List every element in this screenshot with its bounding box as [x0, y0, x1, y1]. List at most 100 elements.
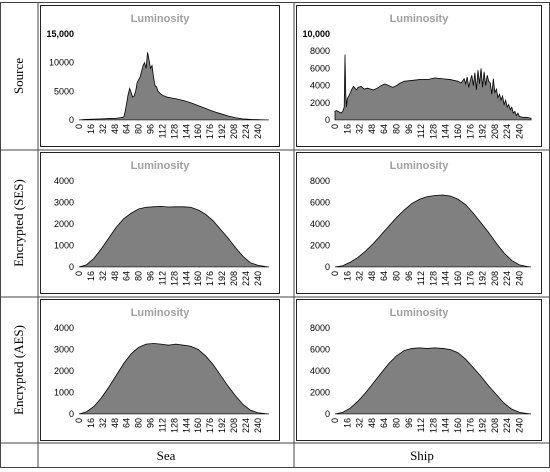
x-tick-label: 48: [367, 418, 377, 428]
x-tick-label: 160: [193, 418, 203, 433]
histogram-source-sea: Luminosity 0 5000 10000 15,000 0 16 32 48 64 80 96 1…: [40, 5, 280, 147]
x-tick-label: 224: [502, 418, 512, 433]
x-tick-label: 48: [110, 124, 120, 134]
y-tick-label: 6000: [310, 63, 330, 73]
y-tick-label: 0: [325, 262, 330, 272]
y-tick-label: 10,000: [302, 29, 330, 39]
x-tick-label: 128: [428, 271, 438, 286]
x-tick-label: 240: [253, 124, 263, 139]
x-tick-label: 16: [342, 271, 352, 281]
x-tick-label: 224: [241, 271, 251, 286]
y-tick-label: 8000: [310, 46, 330, 56]
x-tick-label: 128: [169, 271, 179, 286]
x-tick-label: 48: [110, 271, 120, 281]
x-tick-label: 128: [428, 418, 438, 433]
y-tick-label: 2000: [54, 219, 74, 229]
x-tick-label: 176: [205, 418, 215, 433]
x-tick-label: 208: [229, 124, 239, 139]
x-tick-label: 176: [465, 418, 475, 433]
x-tick-label: 64: [379, 124, 389, 134]
histogram-area: [78, 205, 270, 268]
x-tick-label: 192: [217, 124, 227, 139]
y-tick-label: 3000: [54, 198, 74, 208]
col-label-sea: Sea: [156, 448, 176, 463]
x-tick-label: 160: [193, 271, 203, 286]
y-tick-label: 4000: [310, 219, 330, 229]
x-tick-label: 0: [330, 418, 340, 423]
x-tick-label: 192: [478, 418, 488, 433]
x-tick-label: 0: [74, 271, 84, 276]
histogram-area: [334, 194, 532, 268]
x-tick-label: 112: [416, 418, 426, 432]
x-tick-label: 96: [404, 418, 414, 428]
x-tick-label: 80: [134, 124, 144, 134]
x-tick-label: 64: [122, 418, 132, 428]
x-tick-label: 80: [391, 418, 401, 428]
x-tick-label: 176: [205, 271, 215, 286]
chart-title: Luminosity: [131, 13, 191, 25]
x-tick-label: 96: [146, 271, 156, 281]
x-tick-label: 112: [416, 124, 426, 138]
x-tick-label: 224: [502, 271, 512, 286]
x-tick-label: 240: [253, 418, 263, 433]
x-tick-label: 80: [134, 271, 144, 281]
x-tick-label: 32: [98, 418, 108, 428]
col-label-ship: Ship: [410, 448, 434, 463]
x-tick-label: 32: [355, 124, 365, 134]
y-tick-label: 8000: [310, 323, 330, 333]
x-tick-label: 208: [229, 271, 239, 286]
y-tick-label: 4000: [310, 366, 330, 376]
x-tick-label: 208: [490, 124, 500, 139]
x-tick-label: 192: [217, 418, 227, 433]
x-tick-label: 32: [355, 418, 365, 428]
x-tick-label: 128: [169, 418, 179, 433]
histogram-area: [334, 347, 532, 415]
x-tick-label: 0: [330, 124, 340, 129]
x-tick-label: 96: [404, 271, 414, 281]
x-tick-label: 16: [86, 124, 96, 134]
x-tick-label: 176: [465, 271, 475, 286]
y-tick-label: 2000: [54, 366, 74, 376]
chart-title: Luminosity: [390, 307, 450, 319]
y-tick-label: 8000: [310, 176, 330, 186]
row-label-encrypted-aes: Encrypted (AES): [11, 325, 26, 415]
x-tick-label: 128: [428, 124, 438, 139]
x-tick-label: 0: [330, 271, 340, 276]
y-tick-label: 2000: [310, 241, 330, 251]
x-tick-label: 96: [404, 124, 414, 134]
y-tick-label: 0: [325, 409, 330, 419]
y-tick-label: 0: [69, 262, 74, 272]
x-tick-label: 224: [241, 124, 251, 139]
x-tick-label: 144: [181, 271, 191, 286]
x-tick-label: 96: [146, 124, 156, 134]
x-tick-label: 112: [416, 271, 426, 285]
x-tick-label: 48: [367, 271, 377, 281]
x-tick-label: 192: [478, 271, 488, 286]
x-tick-label: 160: [453, 418, 463, 433]
y-tick-label: 2000: [310, 98, 330, 108]
x-tick-label: 208: [490, 271, 500, 286]
x-tick-label: 32: [355, 271, 365, 281]
y-tick-label: 3000: [54, 345, 74, 355]
chart-title: Luminosity: [131, 307, 191, 319]
x-tick-label: 16: [86, 271, 96, 281]
y-tick-label: 4000: [54, 323, 74, 333]
y-tick-label: 0: [69, 409, 74, 419]
x-tick-label: 128: [169, 124, 179, 139]
x-tick-label: 240: [253, 271, 263, 286]
y-tick-label: 2000: [310, 388, 330, 398]
y-tick-label: 4000: [54, 176, 74, 186]
x-tick-label: 32: [98, 124, 108, 134]
x-tick-label: 240: [514, 271, 524, 286]
x-tick-label: 32: [98, 271, 108, 281]
y-tick-label: 0: [69, 115, 74, 125]
y-tick-label: 5000: [54, 86, 74, 96]
y-tick-label: 4000: [310, 81, 330, 91]
histogram-aes-ship: Luminosity 0 2000 4000 6000 8000 0 16 32 48 64 80 96…: [296, 299, 542, 441]
x-tick-label: 64: [379, 271, 389, 281]
